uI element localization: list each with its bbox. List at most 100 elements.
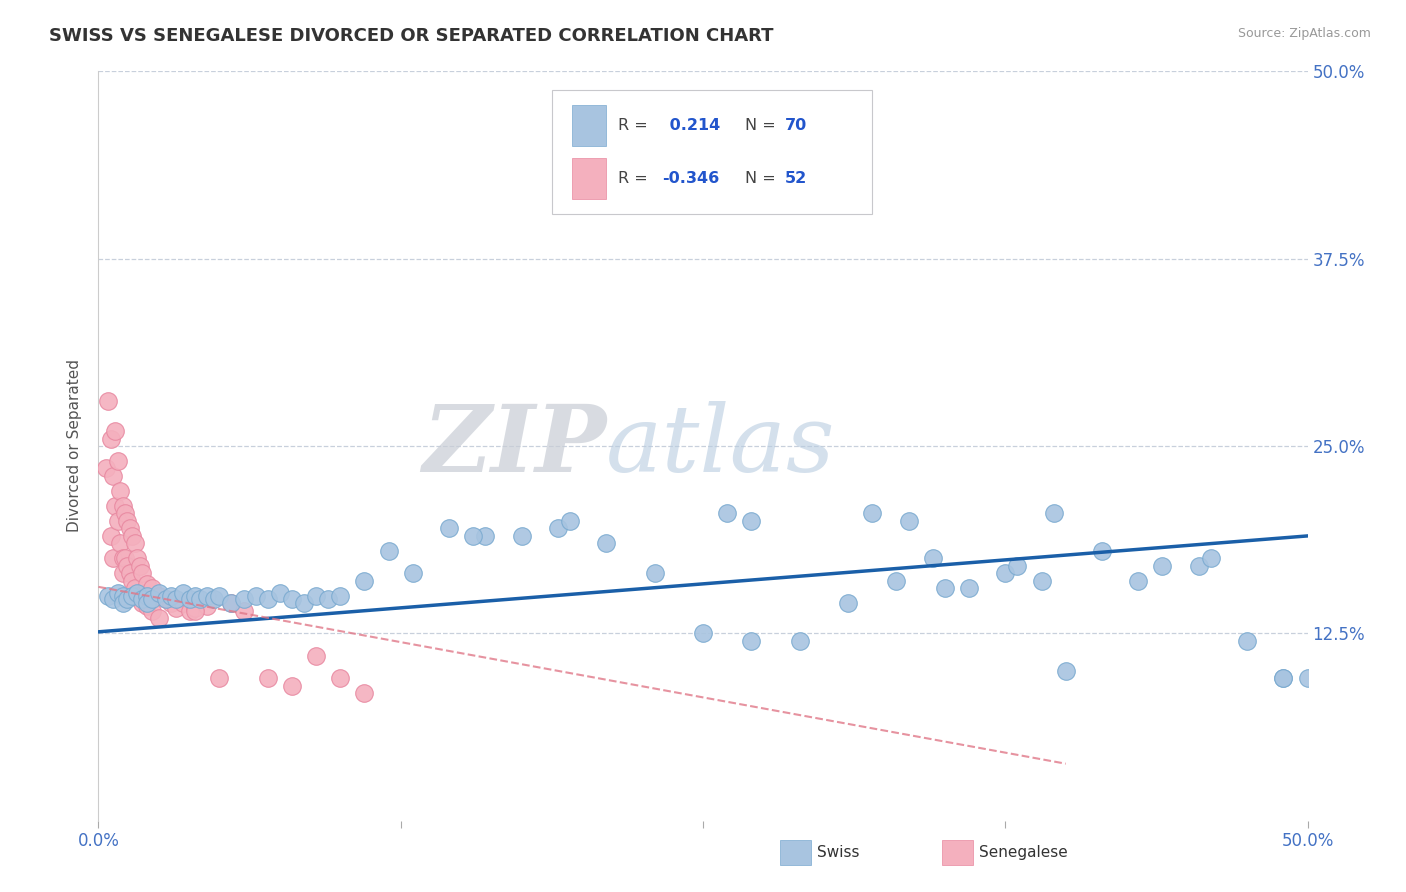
Point: [716, 507, 738, 521]
Point: [114, 507, 136, 521]
Point: [256, 671, 278, 685]
Point: [172, 596, 194, 610]
Point: [135, 596, 157, 610]
Point: [837, 596, 859, 610]
Point: [1031, 574, 1053, 588]
Point: [127, 589, 149, 603]
Point: [111, 596, 134, 610]
Point: [131, 566, 153, 581]
Point: [886, 574, 908, 588]
Text: Senegalese: Senegalese: [979, 846, 1067, 860]
Point: [474, 529, 496, 543]
Text: R =: R =: [619, 118, 654, 133]
Point: [329, 671, 352, 685]
Point: [256, 591, 278, 606]
Y-axis label: Divorced or Separated: Divorced or Separated: [67, 359, 83, 533]
Point: [547, 521, 569, 535]
Point: [1188, 558, 1211, 573]
Point: [957, 582, 980, 596]
Text: Swiss: Swiss: [817, 846, 859, 860]
Point: [124, 582, 146, 596]
Text: 70: 70: [785, 118, 807, 133]
Text: -0.346: -0.346: [662, 171, 718, 186]
Point: [305, 589, 328, 603]
Point: [131, 596, 153, 610]
Point: [1042, 507, 1064, 521]
Point: [1272, 671, 1295, 685]
Point: [269, 586, 291, 600]
Point: [165, 591, 187, 606]
Point: [1152, 558, 1174, 573]
Point: [232, 604, 254, 618]
Point: [377, 544, 399, 558]
Point: [281, 679, 304, 693]
Point: [124, 536, 146, 550]
Point: [195, 599, 218, 614]
Point: [329, 589, 352, 603]
Point: [107, 454, 129, 468]
Point: [994, 566, 1017, 581]
Point: [204, 591, 226, 606]
Point: [281, 591, 304, 606]
Point: [127, 551, 149, 566]
FancyBboxPatch shape: [551, 90, 872, 214]
Point: [172, 586, 194, 600]
Point: [165, 600, 187, 615]
Text: 0.214: 0.214: [664, 118, 720, 133]
Text: 52: 52: [785, 171, 807, 186]
Point: [117, 591, 139, 606]
Point: [221, 596, 243, 610]
Text: N =: N =: [745, 171, 782, 186]
Point: [1128, 574, 1150, 588]
Point: [148, 611, 170, 625]
Point: [208, 589, 231, 603]
Point: [221, 596, 243, 610]
Point: [155, 591, 177, 606]
Point: [402, 566, 425, 581]
Point: [245, 589, 267, 603]
Text: R =: R =: [619, 171, 654, 186]
Point: [121, 589, 143, 603]
Point: [1007, 558, 1029, 573]
Point: [118, 566, 141, 581]
Point: [111, 551, 134, 566]
Point: [127, 586, 149, 600]
Point: [94, 461, 117, 475]
Point: [184, 589, 207, 603]
Point: [179, 604, 201, 618]
Text: Source: ZipAtlas.com: Source: ZipAtlas.com: [1237, 27, 1371, 40]
Bar: [572, 104, 606, 145]
Point: [1199, 551, 1222, 566]
Point: [101, 469, 124, 483]
Text: atlas: atlas: [606, 401, 835, 491]
Point: [188, 591, 211, 606]
Point: [740, 514, 762, 528]
Point: [160, 589, 183, 603]
Point: [316, 591, 339, 606]
Point: [437, 521, 460, 535]
Point: [1054, 664, 1077, 678]
Point: [1236, 633, 1258, 648]
Point: [111, 566, 134, 581]
Point: [292, 596, 315, 610]
Point: [644, 566, 666, 581]
Point: [184, 600, 207, 615]
Point: [121, 574, 143, 588]
Point: [141, 582, 163, 596]
Point: [155, 591, 177, 606]
Text: SWISS VS SENEGALESE DIVORCED OR SEPARATED CORRELATION CHART: SWISS VS SENEGALESE DIVORCED OR SEPARATE…: [49, 27, 773, 45]
Point: [160, 596, 183, 610]
Point: [107, 514, 129, 528]
Point: [128, 558, 150, 573]
Point: [135, 599, 157, 614]
Point: [114, 551, 136, 566]
Point: [1296, 671, 1319, 685]
Point: [897, 514, 920, 528]
Point: [184, 604, 207, 618]
Point: [921, 551, 943, 566]
Point: [111, 499, 134, 513]
Point: [97, 589, 120, 603]
Point: [195, 589, 218, 603]
Point: [208, 671, 231, 685]
Point: [232, 591, 254, 606]
